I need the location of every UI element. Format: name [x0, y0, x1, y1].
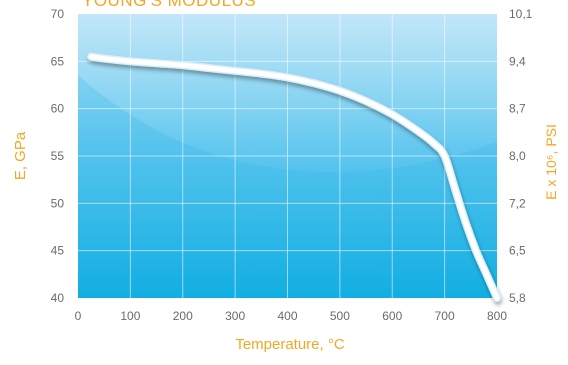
y2-tick-label: 8,0 [509, 149, 526, 163]
series-line [88, 54, 500, 301]
y-tick-label: 45 [51, 244, 65, 258]
x-tick-label: 600 [382, 309, 402, 323]
y-tick-label: 60 [51, 102, 65, 116]
y-axis-label: E, GPa [12, 131, 29, 180]
x-tick-label: 700 [435, 309, 455, 323]
y-tick-label: 40 [51, 291, 65, 305]
x-tick-label: 800 [487, 309, 507, 323]
series-group [87, 52, 501, 302]
y2-tick-label: 5,8 [509, 291, 526, 305]
y2-tick-label: 7,2 [509, 196, 526, 210]
y-tick-label: 70 [51, 7, 65, 21]
y2-axis-ticks: 5,8 6,5 7,2 8,0 8,7 9,4 10,1 [509, 7, 533, 305]
y-tick-label: 55 [51, 149, 65, 163]
y2-tick-label: 9,4 [509, 54, 526, 68]
y-tick-label: 50 [51, 196, 65, 210]
x-axis-label: Temperature, °C [235, 336, 345, 353]
y-axis-ticks: 40 45 50 55 60 65 70 [51, 7, 65, 305]
y2-tick-label: 10,1 [509, 7, 533, 21]
y2-tick-label: 8,7 [509, 102, 526, 116]
x-tick-label: 400 [277, 309, 297, 323]
x-tick-label: 200 [173, 309, 193, 323]
y-tick-label: 65 [51, 54, 65, 68]
x-tick-label: 100 [120, 309, 140, 323]
x-tick-label: 300 [225, 309, 245, 323]
x-tick-label: 500 [330, 309, 350, 323]
y2-tick-label: 6,5 [509, 244, 526, 258]
x-tick-label: 0 [75, 309, 82, 323]
x-axis-ticks: 0 100 200 300 400 500 600 700 800 [75, 309, 508, 323]
y2-axis-label: E x 10⁶, PSI [543, 124, 559, 200]
chart-title: YOUNG'S MODULUS [82, 0, 256, 10]
